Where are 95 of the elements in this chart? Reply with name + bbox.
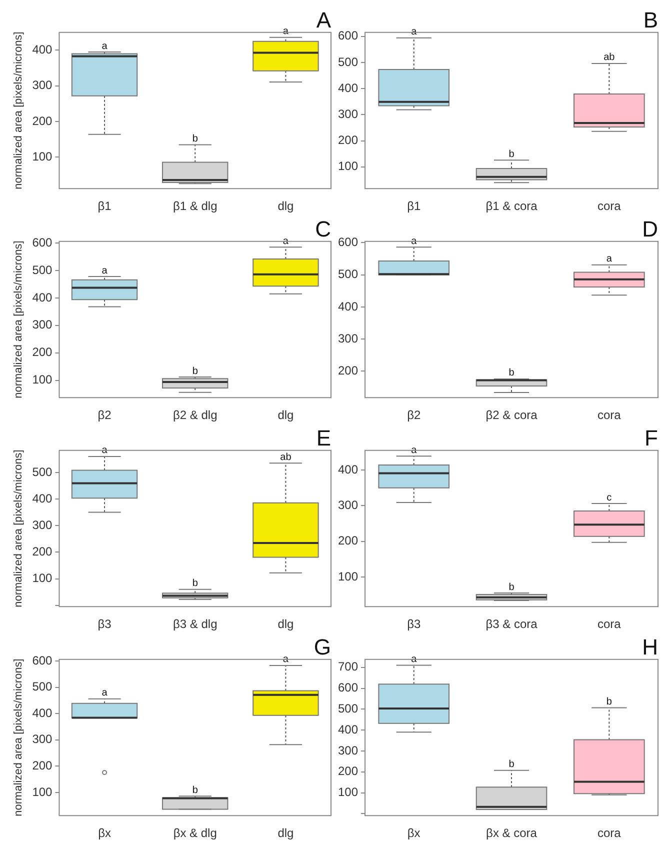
- y-tick-label: 200: [32, 544, 53, 559]
- chart-title: F: [644, 425, 658, 450]
- annotation: b: [508, 148, 515, 160]
- annotation: b: [192, 578, 198, 590]
- x-tick-label: βx: [98, 826, 111, 840]
- x-tick-label: dlg: [278, 617, 294, 632]
- chart-title: H: [642, 634, 658, 660]
- y-tick-label: 300: [32, 732, 53, 746]
- y-tick-label: 200: [338, 764, 358, 778]
- y-axis-title: normalized area [pixels/microns]: [12, 658, 25, 816]
- annotation: b: [606, 696, 612, 708]
- y-tick-label: 200: [338, 133, 358, 148]
- x-tick-label: β3: [407, 617, 421, 632]
- y-tick-label: 300: [338, 106, 358, 121]
- y-axis-title: normalized area [pixels/microns]: [12, 32, 25, 190]
- chart-title: D: [642, 216, 658, 242]
- annotation: b: [192, 366, 198, 377]
- y-tick-label: 300: [338, 498, 358, 512]
- x-tick-label: cora: [598, 199, 622, 214]
- annotation: b: [192, 133, 198, 144]
- x-tick-label: β1 & dlg: [172, 199, 218, 214]
- y-tick-label: 100: [338, 159, 358, 174]
- chart-title: E: [316, 425, 331, 450]
- y-tick-label: 100: [338, 569, 358, 584]
- x-tick-label: dlg: [278, 199, 294, 214]
- y-tick-label: 300: [338, 331, 358, 346]
- y-tick-label: 500: [32, 464, 53, 479]
- y-tick-label: 200: [32, 114, 53, 128]
- y-tick-label: 600: [32, 235, 53, 250]
- y-tick-label: 400: [338, 462, 358, 476]
- annotation: a: [102, 688, 108, 699]
- y-tick-label: 700: [338, 660, 358, 674]
- y-tick-label: 400: [32, 290, 53, 304]
- x-tick-label: β3 & cora: [486, 617, 538, 632]
- y-tick-label: 200: [32, 758, 53, 772]
- annotation: a: [606, 254, 612, 265]
- y-tick-label: 500: [32, 680, 53, 694]
- y-tick-label: 500: [32, 262, 53, 277]
- y-tick-label: 100: [32, 150, 53, 164]
- x-tick-label: β3 & dlg: [172, 617, 218, 632]
- y-tick-label: 100: [338, 785, 358, 800]
- y-tick-label: 400: [338, 722, 358, 736]
- y-tick-label: 400: [32, 706, 53, 720]
- annotation: a: [102, 40, 108, 52]
- chart-title: A: [316, 7, 332, 32]
- annotation: b: [508, 582, 515, 593]
- x-tick-label: cora: [598, 408, 622, 422]
- x-tick-label: β1 & cora: [486, 199, 538, 214]
- x-tick-label: β1: [98, 199, 112, 214]
- annotation: b: [508, 368, 515, 379]
- x-tick-label: β2 & cora: [486, 408, 538, 422]
- x-tick-label: cora: [598, 826, 622, 840]
- annotation: ab: [280, 452, 292, 463]
- annotation: a: [102, 265, 108, 276]
- x-tick-label: cora: [598, 617, 622, 632]
- x-tick-label: βx & dlg: [173, 826, 217, 840]
- x-tick-label: dlg: [278, 826, 294, 840]
- x-tick-label: βx & cora: [486, 826, 538, 840]
- y-tick-label: 200: [338, 534, 358, 548]
- y-tick-label: 500: [338, 267, 358, 282]
- y-axis-title: normalized area [pixels/microns]: [12, 450, 25, 608]
- y-tick-label: 400: [338, 80, 358, 95]
- y-tick-label: 300: [338, 743, 358, 758]
- y-tick-label: 200: [32, 345, 53, 360]
- chart-title: G: [314, 634, 331, 660]
- x-tick-label: βx: [407, 826, 420, 840]
- y-tick-label: 300: [32, 318, 53, 332]
- y-tick-label: 300: [32, 518, 53, 532]
- annotation: b: [192, 784, 198, 796]
- x-tick-label: β2 & dlg: [172, 408, 218, 422]
- chart-title: C: [315, 216, 332, 242]
- x-tick-label: β1: [407, 199, 421, 214]
- x-tick-label: β3: [98, 617, 112, 632]
- y-tick-label: 500: [338, 54, 358, 69]
- x-tick-label: β2: [407, 408, 421, 422]
- chart-title: B: [643, 7, 658, 32]
- y-axis-title: normalized area [pixels/microns]: [12, 240, 25, 398]
- annotation: c: [606, 492, 612, 504]
- y-tick-label: 300: [32, 78, 53, 92]
- y-tick-label: 400: [338, 299, 358, 314]
- y-tick-label: 500: [338, 701, 358, 716]
- x-tick-label: β2: [98, 408, 112, 422]
- y-tick-label: 200: [338, 364, 358, 378]
- y-tick-label: 400: [32, 492, 53, 506]
- annotation: b: [508, 759, 515, 770]
- y-tick-label: 600: [338, 235, 358, 249]
- y-tick-label: 400: [32, 42, 53, 57]
- y-tick-label: 100: [32, 571, 53, 586]
- y-tick-label: 100: [32, 372, 53, 387]
- y-tick-label: 600: [32, 653, 53, 668]
- y-tick-label: 100: [32, 784, 53, 799]
- annotation: ab: [604, 52, 616, 64]
- y-tick-label: 600: [338, 680, 358, 695]
- x-tick-label: dlg: [278, 408, 294, 422]
- y-tick-label: 600: [338, 28, 358, 43]
